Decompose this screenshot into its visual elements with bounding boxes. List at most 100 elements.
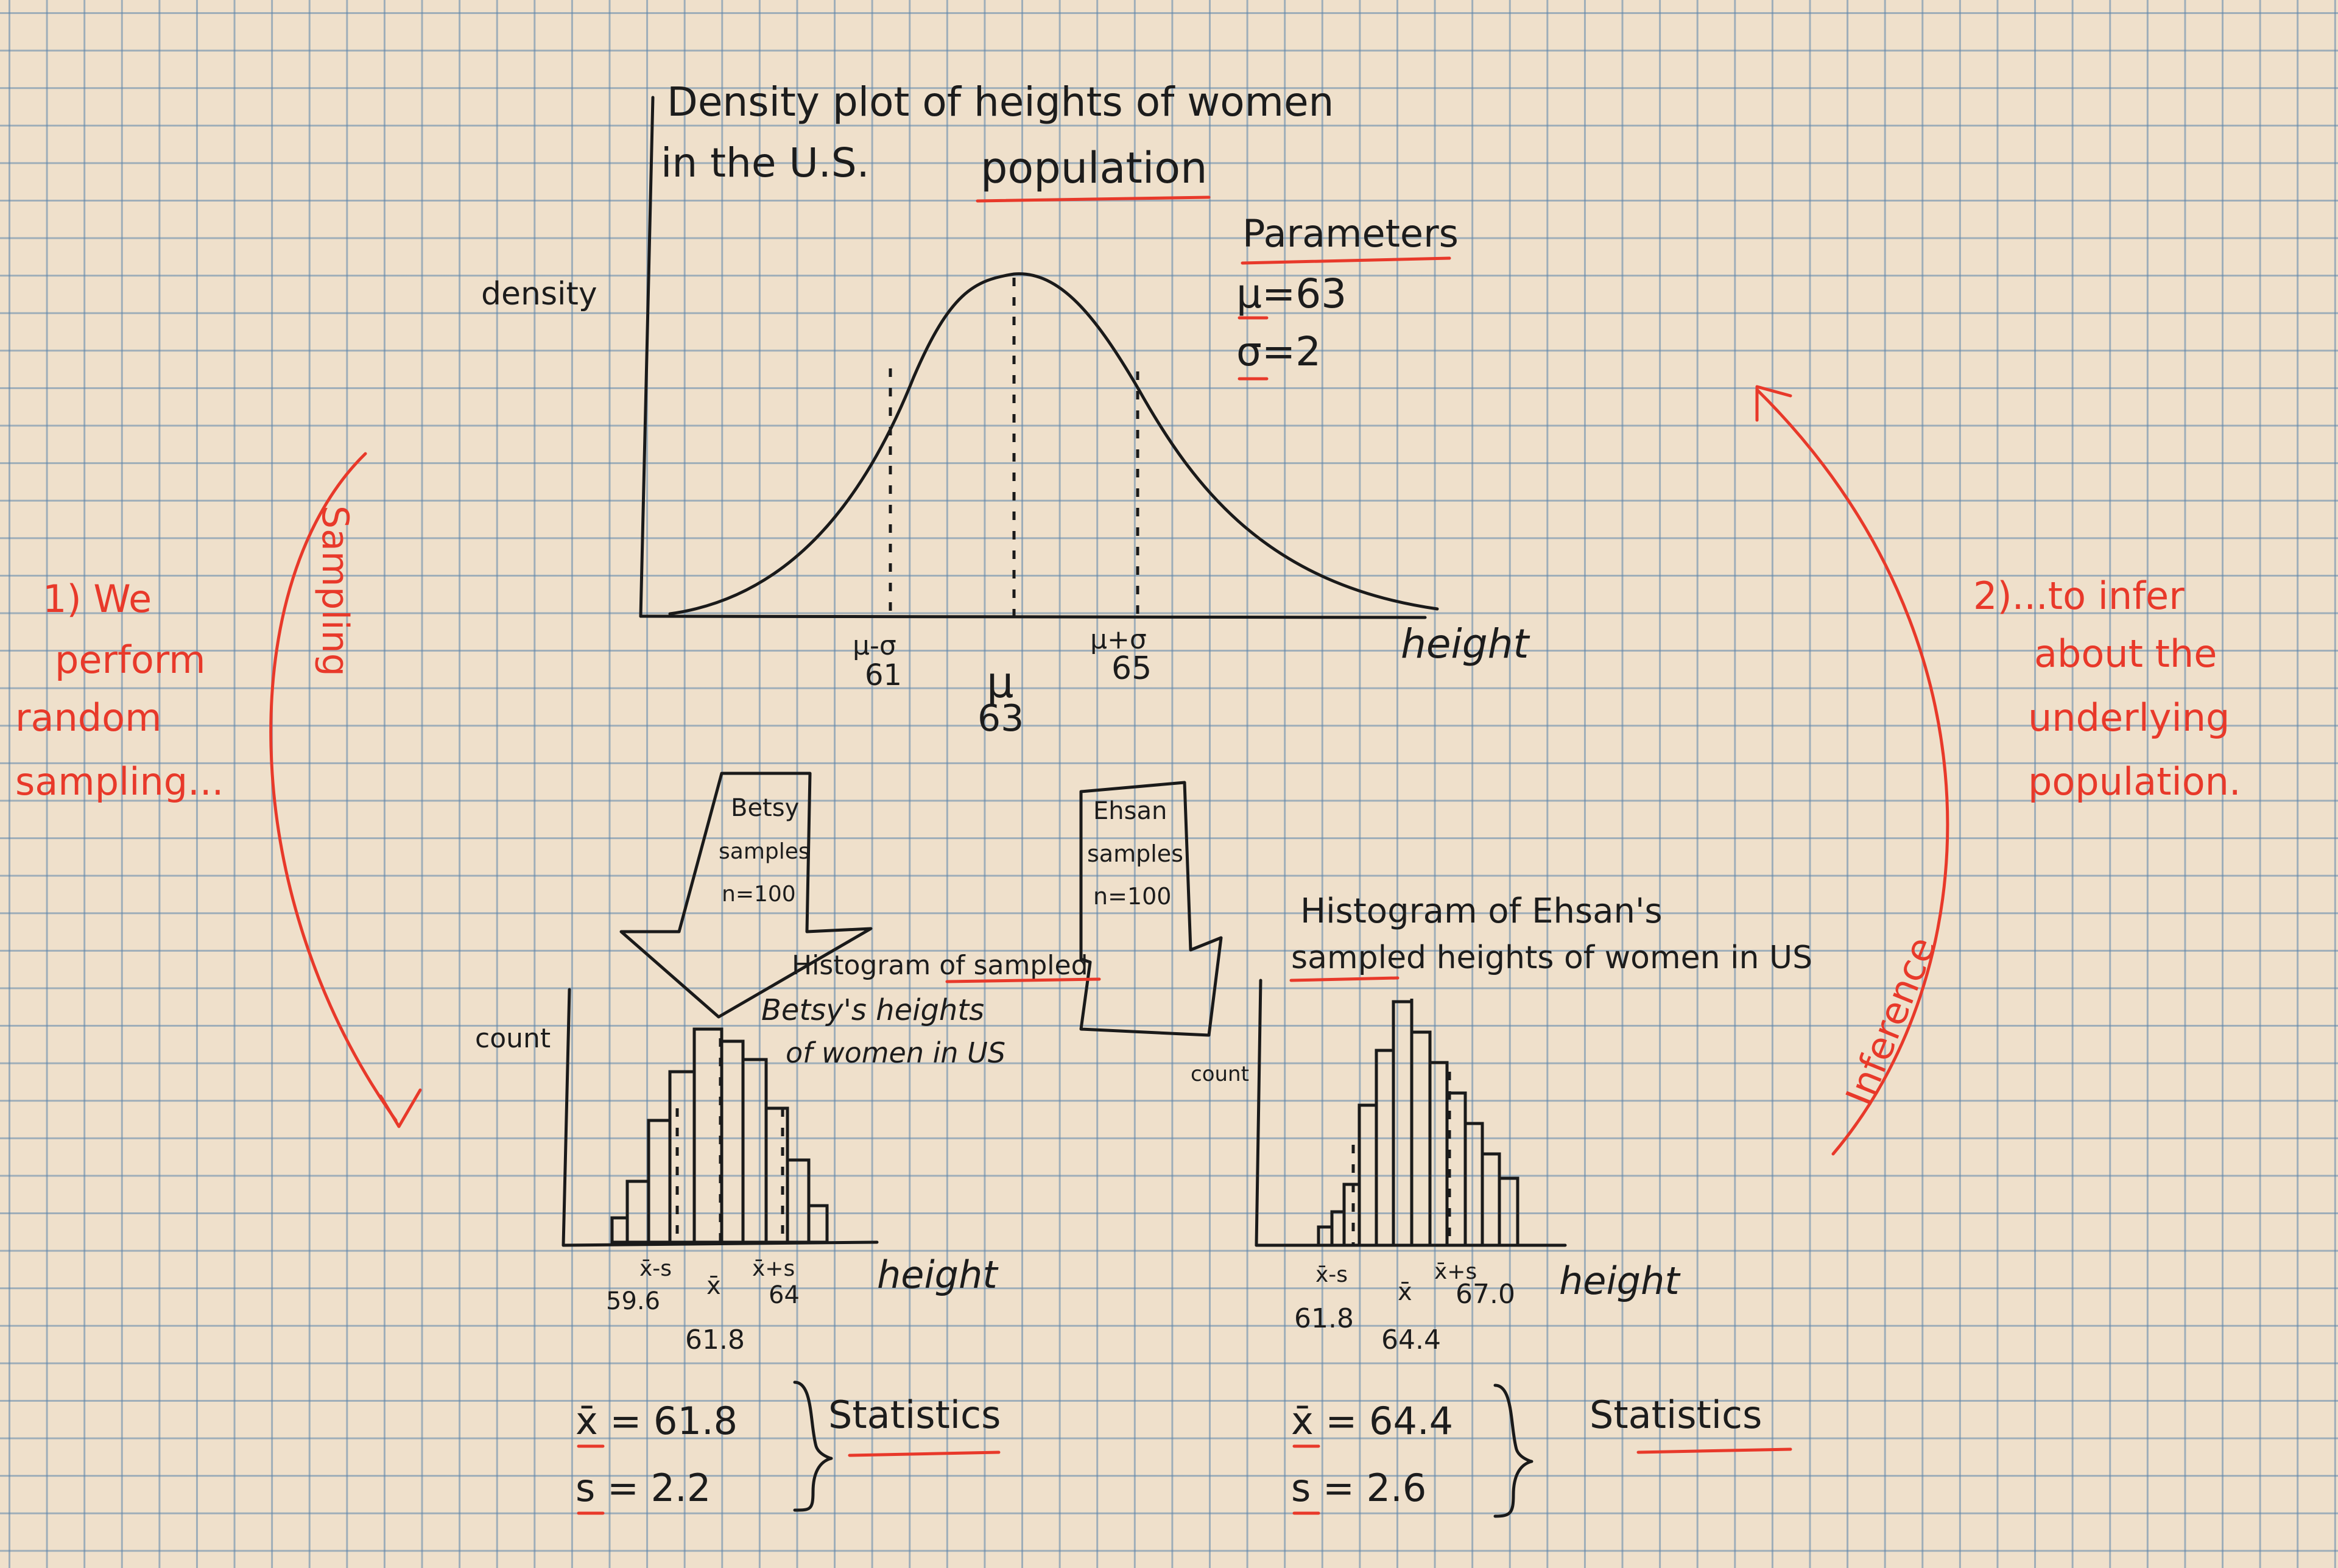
- betsy-hist-bar: [764, 1106, 789, 1244]
- betsy-stat-mean: x̄ = 61.8: [576, 1399, 738, 1443]
- betsy-hist-bar: [807, 1204, 829, 1244]
- left-note-line3: random: [15, 695, 161, 740]
- betsy-stat-sd: s = 2.2: [576, 1466, 711, 1510]
- ehsan-sampled-underline: [1289, 976, 1400, 982]
- population-title-line2: in the U.S.: [661, 139, 870, 186]
- density-tick-left-symbol: μ-σ: [853, 630, 896, 661]
- ehsan-hist-bar: [1392, 1000, 1414, 1247]
- ehsan-samples-arrow: [1079, 781, 1223, 1037]
- population-title-line1: Density plot of heights of women: [667, 79, 1334, 125]
- population-title-word: population: [981, 143, 1208, 193]
- density-tick-mid-symbol: μ: [987, 658, 1014, 708]
- ehsan-tick-right-value: 67.0: [1456, 1279, 1515, 1310]
- betsy-hist-title-line1: Histogram of sampled: [792, 950, 1088, 981]
- density-tick-right-value: 65: [1111, 650, 1152, 687]
- sampling-arc: [269, 452, 398, 1122]
- density-tick-left-value: 61: [865, 658, 902, 692]
- parameter-sigma: σ=2: [1236, 328, 1321, 375]
- betsy-hist-bar: [668, 1070, 696, 1244]
- parameter-mu: μ=63: [1236, 270, 1347, 317]
- betsy-hist-bar: [625, 1180, 650, 1244]
- ehsan-stats-brace: [1493, 1383, 1533, 1518]
- left-note-line1: 1) We: [43, 577, 152, 621]
- right-note-line2: about the: [2034, 631, 2217, 676]
- betsy-stats-underline: [848, 1450, 1001, 1457]
- left-note-line4: sampling...: [15, 759, 224, 804]
- betsy-arrow-line3: n=100: [722, 882, 796, 907]
- ehsan-tick-left-symbol: x̄-s: [1315, 1262, 1348, 1287]
- betsy-arrow-line2: samples: [719, 839, 810, 864]
- ehsan-hist-ylabel: count: [1191, 1062, 1249, 1086]
- parameters-underline: [1241, 256, 1451, 265]
- density-xlabel: height: [1401, 621, 1530, 667]
- betsy-samples-arrow: [619, 772, 873, 1019]
- ehsan-arrow-line2: samples: [1087, 840, 1183, 867]
- betsy-tick-right-value: 64: [769, 1281, 800, 1309]
- ehsan-tick-mid-value: 64.4: [1381, 1324, 1441, 1355]
- betsy-tick-mid-value: 61.8: [685, 1324, 745, 1355]
- inference-arrowhead: [1755, 385, 1792, 422]
- ehsan-hist-bars: [1317, 1000, 1519, 1247]
- betsy-hist-bars: [610, 1027, 829, 1244]
- betsy-hist-y-axis: [562, 988, 571, 1247]
- inference-arc: [1755, 388, 1949, 1156]
- left-note-line2: perform: [55, 638, 206, 682]
- betsy-stats-label: Statistics: [828, 1393, 1001, 1437]
- inference-label: Inference: [1837, 930, 1945, 1111]
- ehsan-hist-bar: [1463, 1122, 1484, 1247]
- right-note-line3: underlying: [2028, 695, 2230, 740]
- betsy-hist-xlabel: height: [877, 1253, 999, 1297]
- betsy-hist-bar: [692, 1027, 724, 1244]
- betsy-sampled-underline: [945, 977, 1101, 983]
- ehsan-arrow-line3: n=100: [1093, 883, 1171, 910]
- sampling-arrowhead: [379, 1088, 422, 1128]
- ehsan-stat-sd: s = 2.6: [1291, 1466, 1426, 1510]
- ehsan-hist-bar: [1375, 1049, 1395, 1247]
- betsy-tick-left-symbol: x̄-s: [639, 1256, 672, 1281]
- ehsan-hist-bar: [1481, 1152, 1501, 1247]
- betsy-tick-left-value: 59.6: [606, 1287, 660, 1315]
- ehsan-hist-xlabel: height: [1559, 1259, 1681, 1303]
- betsy-hist-bar: [741, 1058, 768, 1244]
- density-ylabel: density: [481, 276, 597, 312]
- betsy-hist-bar: [610, 1216, 629, 1244]
- betsy-hist-ylabel: count: [475, 1023, 551, 1054]
- ehsan-tick-mid-symbol: x̄: [1398, 1278, 1412, 1306]
- ehsan-hist-bar: [1330, 1210, 1346, 1247]
- ehsan-hist-bar: [1428, 1061, 1449, 1247]
- betsy-hist-title-line2: Betsy's heights: [761, 993, 984, 1027]
- sampling-label: Sampling: [314, 505, 356, 677]
- betsy-tick-mid-symbol: x̄: [706, 1272, 721, 1300]
- betsy-hist-bar: [647, 1119, 672, 1244]
- density-tick-right-symbol: μ+σ: [1090, 624, 1147, 655]
- ehsan-stats-label: Statistics: [1590, 1393, 1762, 1437]
- betsy-hist-bar: [786, 1158, 811, 1244]
- ehsan-stats-underline: [1636, 1447, 1792, 1454]
- right-note-line4: population.: [2028, 759, 2241, 804]
- ehsan-hist-bar: [1498, 1176, 1519, 1247]
- population-underline: [976, 195, 1211, 203]
- ehsan-arrow-line1: Ehsan: [1093, 797, 1167, 825]
- betsy-hist-bar: [720, 1039, 745, 1244]
- ehsan-hist-y-axis: [1255, 979, 1262, 1247]
- right-note-line1: 2)...to infer: [1973, 574, 2185, 618]
- ehsan-tick-left-value: 61.8: [1294, 1303, 1354, 1334]
- betsy-hist-title-line3: of women in US: [786, 1036, 1005, 1069]
- ehsan-hist-bar: [1357, 1103, 1378, 1247]
- population-density-plot: [639, 96, 1439, 619]
- betsy-stats-brace: [793, 1380, 833, 1512]
- density-y-axis: [639, 96, 655, 618]
- ehsan-hist-bar: [1342, 1183, 1361, 1247]
- ehsan-hist-title-line1: Histogram of Ehsan's: [1300, 891, 1663, 931]
- betsy-arrow-line1: Betsy: [731, 794, 799, 822]
- density-curve: [668, 272, 1439, 616]
- ehsan-hist-title-line2: sampled heights of women in US: [1291, 940, 1812, 976]
- parameters-heading: Parameters: [1242, 211, 1459, 256]
- ehsan-tick-right-symbol: x̄+s: [1434, 1259, 1477, 1284]
- ehsan-hist-bar: [1410, 1030, 1432, 1247]
- ehsan-hist-bar: [1317, 1225, 1334, 1247]
- betsy-tick-right-symbol: x̄+s: [752, 1256, 795, 1281]
- density-tick-mid-value: 63: [977, 697, 1024, 740]
- density-x-axis: [639, 614, 1427, 619]
